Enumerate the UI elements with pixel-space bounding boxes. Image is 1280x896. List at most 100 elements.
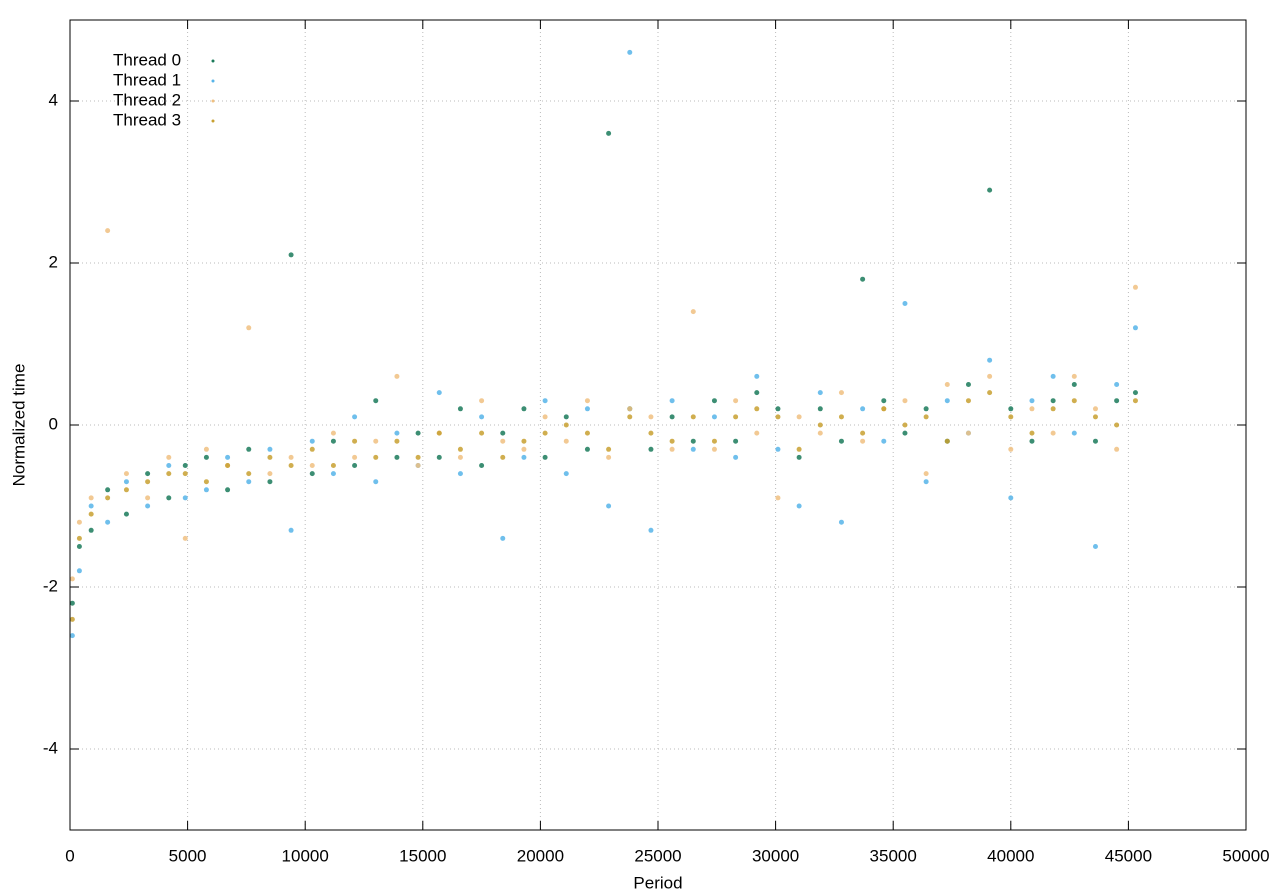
point (817, 390, 823, 396)
point (500, 454, 506, 460)
point (987, 390, 993, 396)
legend-label: Thread 2 (113, 90, 181, 109)
point (69, 600, 75, 606)
point (690, 414, 696, 420)
point (881, 438, 887, 444)
point (1114, 398, 1120, 404)
point (754, 430, 760, 436)
point (690, 446, 696, 452)
point (457, 446, 463, 452)
x-tick-label: 25000 (634, 846, 681, 865)
legend-label: Thread 1 (113, 70, 181, 89)
point (944, 438, 950, 444)
point (606, 446, 612, 452)
point (902, 422, 908, 428)
point (521, 438, 527, 444)
point (203, 487, 209, 493)
point (88, 495, 94, 501)
point (711, 446, 717, 452)
point (1008, 406, 1014, 412)
point (1114, 446, 1120, 452)
point (1029, 398, 1035, 404)
point (330, 471, 336, 477)
legend-swatch (211, 99, 215, 103)
point (796, 454, 802, 460)
point (76, 568, 82, 574)
point (123, 487, 129, 493)
point (394, 438, 400, 444)
point (648, 430, 654, 436)
x-tick-label: 40000 (987, 846, 1034, 865)
legend-label: Thread 3 (113, 110, 181, 129)
point (627, 406, 633, 412)
point (881, 398, 887, 404)
point (754, 406, 760, 412)
x-tick-label: 30000 (752, 846, 799, 865)
point (1071, 430, 1077, 436)
point (1114, 382, 1120, 387)
point (309, 446, 315, 452)
point (267, 446, 273, 452)
point (267, 479, 273, 485)
point (1050, 430, 1056, 436)
point (754, 373, 760, 379)
point (775, 406, 781, 412)
point (145, 479, 151, 485)
point (88, 527, 94, 533)
point (76, 519, 82, 525)
point (711, 398, 717, 404)
legend-swatch (211, 59, 215, 63)
point (860, 406, 866, 412)
point (521, 406, 527, 412)
point (309, 471, 315, 477)
point (288, 454, 294, 460)
point (436, 430, 442, 436)
point (457, 471, 463, 477)
point (182, 495, 188, 501)
point (542, 398, 548, 404)
point (479, 430, 485, 436)
point (1092, 406, 1098, 412)
point (105, 519, 111, 525)
point (145, 503, 151, 509)
point (817, 430, 823, 436)
point (775, 414, 781, 420)
point (987, 357, 993, 363)
point (584, 446, 590, 452)
point (203, 454, 209, 460)
legend-swatch (211, 79, 215, 83)
point (817, 406, 823, 412)
point (648, 414, 654, 420)
point (711, 438, 717, 444)
x-tick-label: 35000 (870, 846, 917, 865)
point (415, 454, 421, 460)
point (987, 187, 993, 193)
point (669, 438, 675, 444)
point (123, 479, 129, 485)
point (923, 406, 929, 412)
point (225, 463, 231, 468)
point (754, 390, 760, 396)
point (563, 438, 569, 444)
point (1092, 438, 1098, 444)
point (1092, 414, 1098, 420)
point (923, 414, 929, 420)
point (352, 438, 358, 444)
point (606, 503, 612, 509)
point (225, 487, 231, 493)
point (817, 422, 823, 428)
point (923, 471, 929, 477)
point (203, 446, 209, 452)
point (606, 130, 612, 136)
point (288, 463, 294, 468)
point (203, 479, 209, 485)
point (1132, 390, 1138, 396)
point (733, 454, 739, 460)
point (860, 438, 866, 444)
point (105, 495, 111, 501)
point (415, 430, 421, 436)
point (373, 479, 379, 485)
x-tick-label: 15000 (399, 846, 446, 865)
